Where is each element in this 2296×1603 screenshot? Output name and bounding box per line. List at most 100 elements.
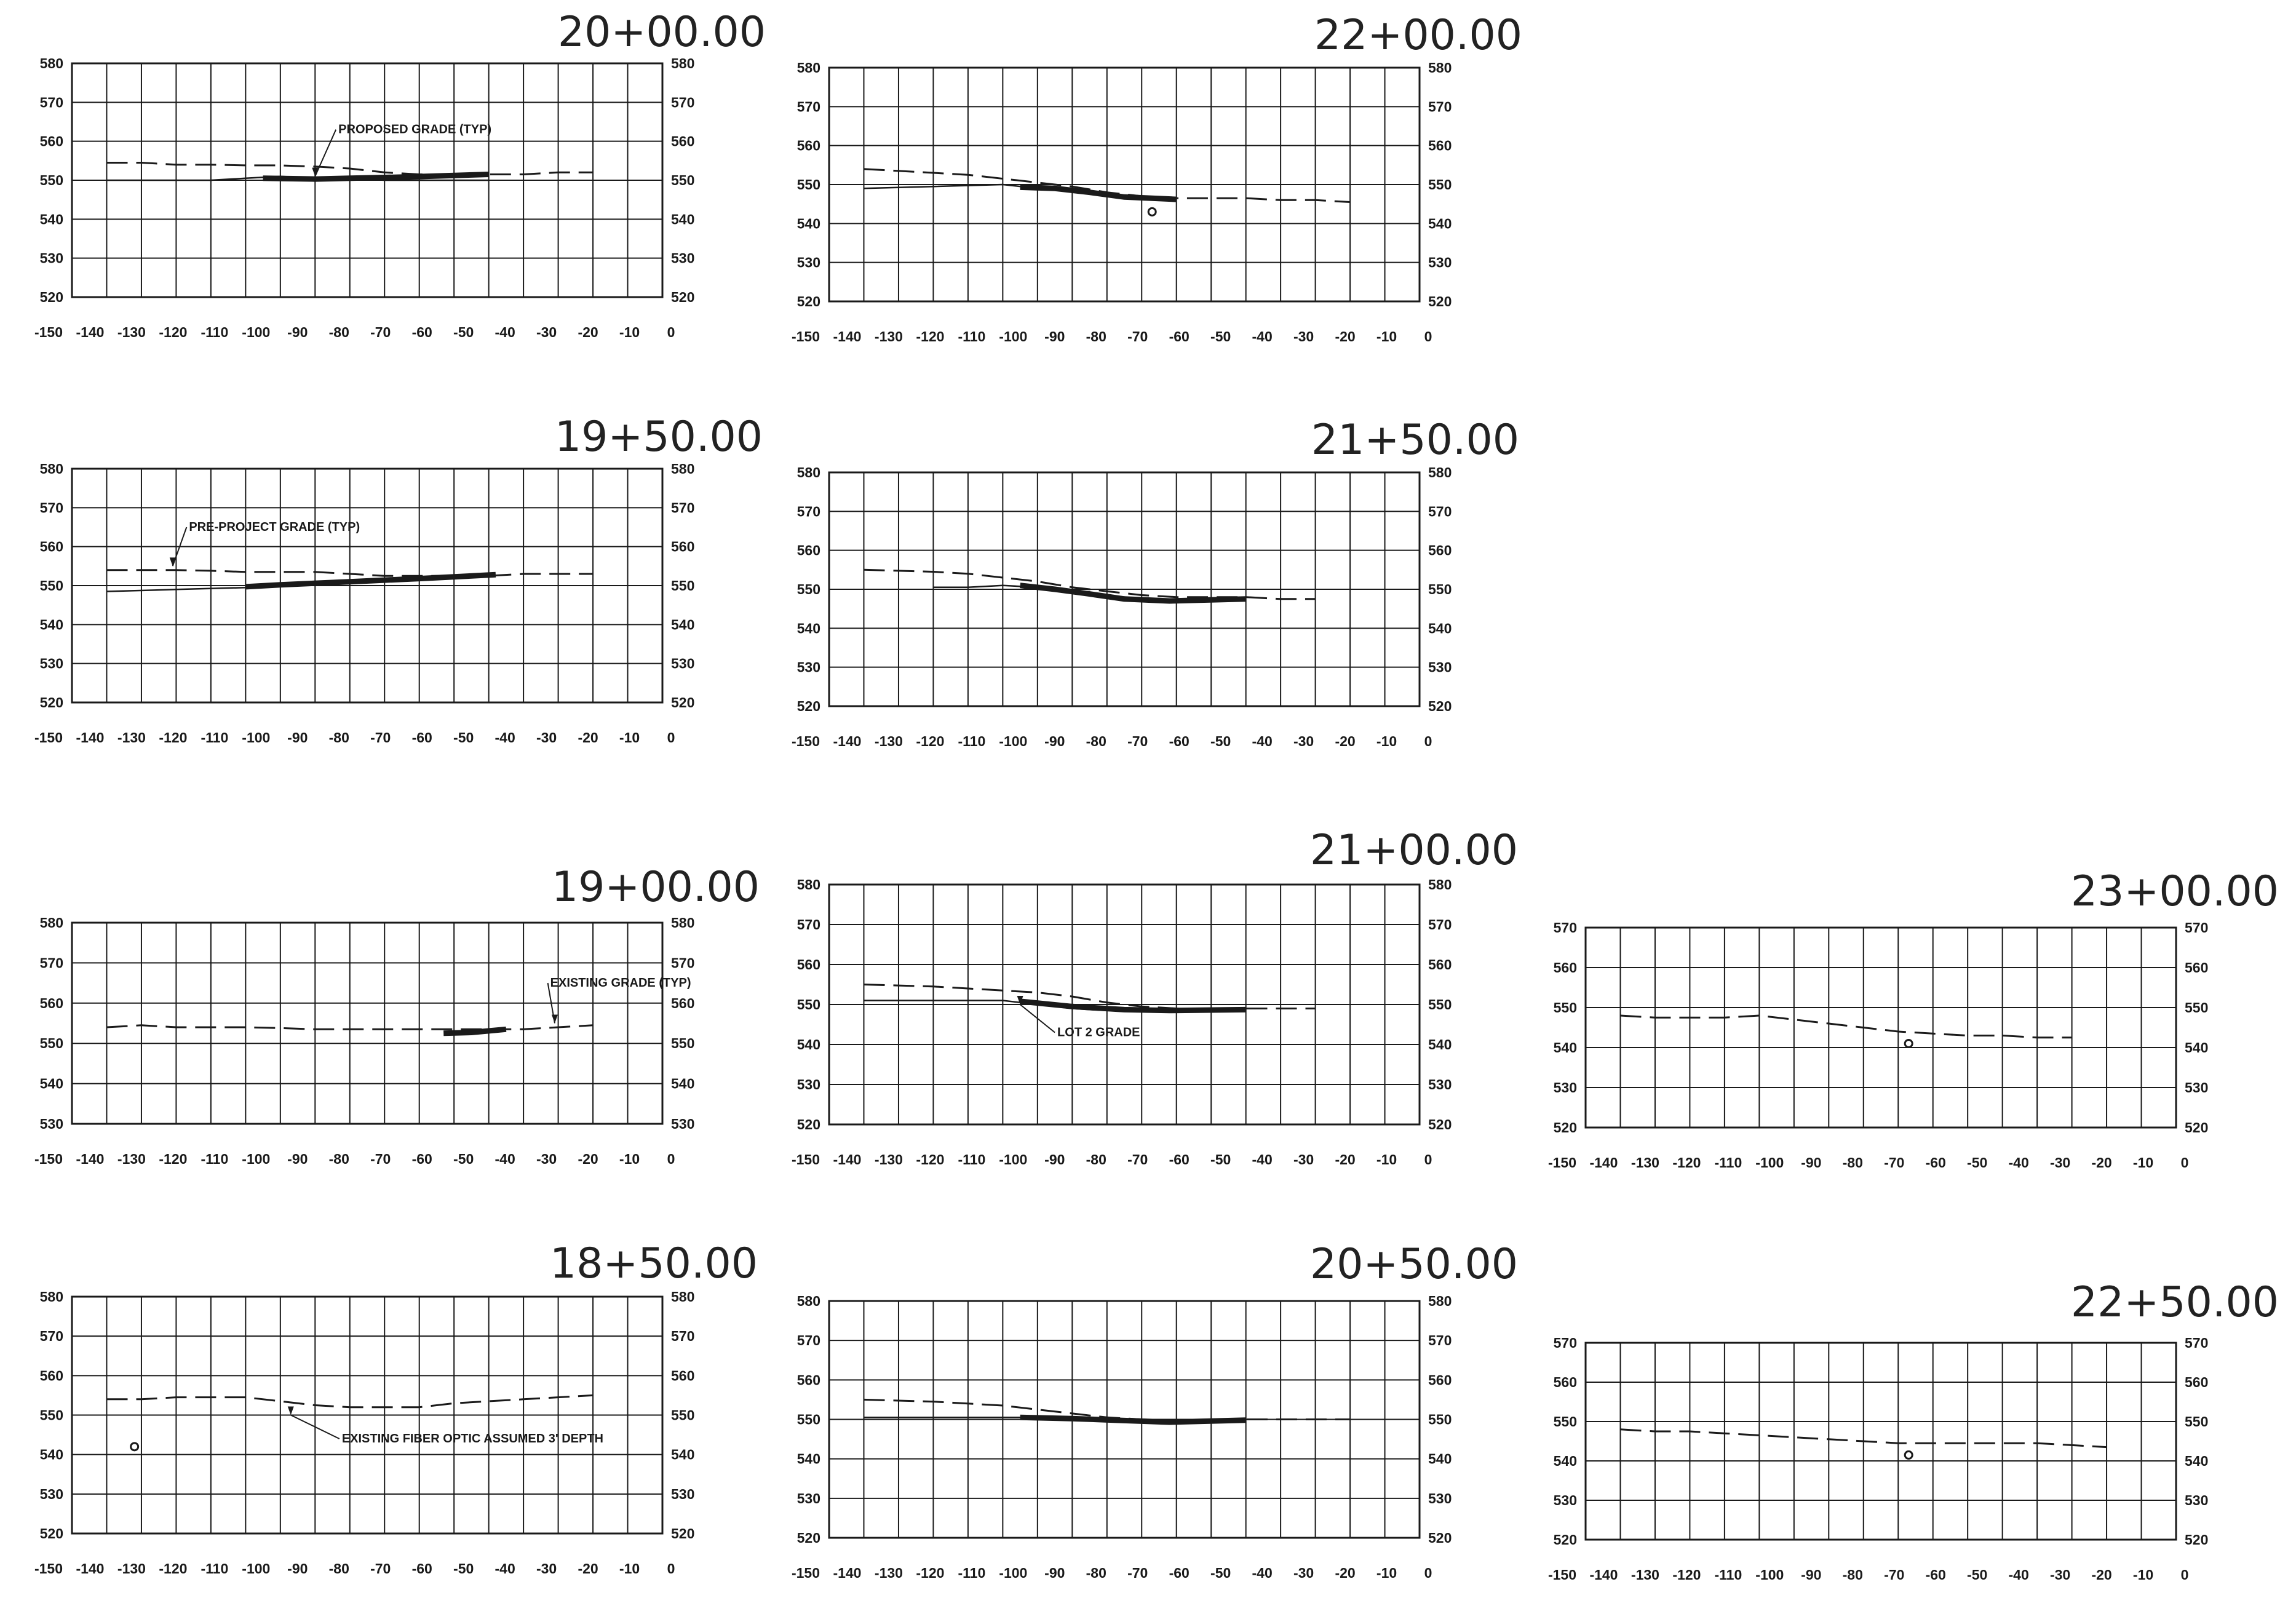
y-tick-label-left: 560 — [40, 539, 63, 555]
section-panel: 20+50.00 580 580 570 570 560 560 550 550 540 540 53… — [792, 1240, 1518, 1581]
leader-arrow — [287, 1406, 294, 1415]
x-tick-label: -110 — [958, 733, 985, 749]
y-tick-label-right: 520 — [1428, 1116, 1452, 1132]
y-tick-label-left: 540 — [40, 211, 63, 227]
x-tick-label: -80 — [1086, 1565, 1106, 1581]
y-tick-label-right: 570 — [1428, 503, 1452, 519]
x-tick-label: -90 — [287, 1561, 308, 1577]
x-tick-label: -30 — [2050, 1567, 2070, 1583]
leader-arrow — [551, 1014, 558, 1024]
section-panel: 22+50.00 570 570 560 560 550 550 540 540 530 530 52… — [1548, 1278, 2279, 1583]
y-tick-label-right: 580 — [1428, 60, 1452, 76]
x-tick-label: -150 — [34, 1151, 63, 1167]
y-tick-label-right: 550 — [1428, 1412, 1452, 1428]
x-tick-label: -10 — [619, 324, 640, 340]
station-title: 22+50.00 — [2071, 1278, 2279, 1327]
x-tick-label: -100 — [242, 1151, 270, 1167]
x-tick-label: -50 — [1210, 1152, 1231, 1167]
y-tick-label-right: 580 — [671, 55, 694, 71]
station-title: 20+00.00 — [558, 8, 766, 57]
leader-arrow — [312, 167, 319, 177]
y-tick-label-right: 570 — [671, 955, 694, 971]
x-tick-label: 0 — [667, 1561, 675, 1577]
x-tick-label: -10 — [619, 730, 640, 746]
x-tick-label: -70 — [1884, 1155, 1904, 1171]
x-tick-label: -150 — [1548, 1155, 1576, 1171]
x-tick-label: -130 — [117, 1561, 146, 1577]
x-tick-label: -130 — [117, 730, 146, 746]
y-tick-label-left: 520 — [1554, 1532, 1577, 1548]
x-tick-label: -40 — [1252, 1565, 1273, 1581]
station-title: 19+00.00 — [552, 863, 760, 912]
x-tick-label: -140 — [1589, 1567, 1618, 1583]
x-tick-label: -90 — [1801, 1155, 1821, 1171]
x-tick-label: -60 — [1926, 1567, 1946, 1583]
x-tick-label: -70 — [1127, 328, 1148, 344]
existing-grade-line — [1620, 1428, 2107, 1449]
y-tick-label-right: 540 — [2185, 1040, 2208, 1056]
y-tick-label-right: 580 — [671, 1289, 694, 1305]
y-tick-label-right: 580 — [671, 915, 694, 931]
x-tick-label: -70 — [1884, 1567, 1904, 1583]
x-tick-label: -100 — [242, 1561, 270, 1577]
y-tick-label-right: 580 — [1428, 1293, 1452, 1309]
y-tick-label-left: 520 — [797, 698, 820, 714]
y-tick-label-right: 560 — [2185, 960, 2208, 976]
y-tick-label-right: 520 — [1428, 698, 1452, 714]
y-tick-label-left: 560 — [40, 995, 63, 1011]
x-tick-label: -20 — [1335, 328, 1355, 344]
x-tick-label: -80 — [329, 730, 349, 746]
y-tick-label-left: 550 — [40, 1407, 63, 1423]
x-tick-label: -130 — [117, 324, 146, 340]
existing-grade-line — [1620, 1014, 2072, 1039]
y-tick-label-left: 580 — [797, 1293, 820, 1309]
y-tick-label-right: 560 — [1428, 1372, 1452, 1388]
y-tick-label-left: 540 — [40, 616, 63, 632]
x-tick-label: -20 — [578, 324, 598, 340]
x-tick-label: -100 — [242, 324, 270, 340]
y-tick-label-left: 530 — [40, 1116, 63, 1132]
y-tick-label-left: 530 — [797, 659, 820, 675]
x-tick-label: -60 — [1926, 1155, 1946, 1171]
y-tick-label-left: 540 — [1554, 1040, 1577, 1056]
x-tick-label: -10 — [1376, 1152, 1397, 1167]
x-tick-label: 0 — [2181, 1155, 2189, 1171]
x-tick-label: -150 — [792, 1565, 820, 1581]
y-tick-label-left: 580 — [40, 1289, 63, 1305]
y-tick-label-left: 520 — [797, 293, 820, 309]
y-tick-label-right: 570 — [2185, 920, 2208, 936]
x-tick-label: -150 — [34, 324, 63, 340]
y-tick-label-right: 550 — [2185, 1414, 2208, 1430]
y-tick-label-left: 560 — [797, 957, 820, 973]
x-tick-label: -30 — [2050, 1155, 2070, 1171]
y-tick-label-left: 560 — [797, 543, 820, 559]
x-tick-label: -20 — [2091, 1567, 2111, 1583]
x-tick-label: -40 — [495, 324, 515, 340]
x-tick-label: -70 — [370, 730, 391, 746]
y-tick-label-left: 570 — [40, 499, 63, 515]
station-title: 20+50.00 — [1310, 1240, 1518, 1289]
y-tick-label-right: 520 — [671, 694, 694, 710]
x-tick-label: 0 — [1424, 328, 1432, 344]
x-tick-label: -80 — [329, 324, 349, 340]
y-tick-label-right: 560 — [1428, 138, 1452, 154]
y-tick-label-left: 530 — [797, 255, 820, 271]
x-tick-label: -40 — [1252, 328, 1273, 344]
station-title: 19+50.00 — [555, 413, 763, 461]
x-tick-label: -10 — [1376, 328, 1397, 344]
y-tick-label-right: 550 — [1428, 581, 1452, 597]
utility-marker — [1147, 207, 1157, 217]
y-tick-label-left: 580 — [40, 55, 63, 71]
y-tick-label-right: 580 — [671, 461, 694, 477]
x-tick-label: -50 — [1967, 1155, 1987, 1171]
y-tick-label-right: 570 — [1428, 1332, 1452, 1348]
y-tick-label-left: 570 — [797, 1332, 820, 1348]
y-tick-label-right: 540 — [1428, 1036, 1452, 1052]
x-tick-label: 0 — [667, 730, 675, 746]
x-tick-label: -90 — [287, 1151, 308, 1167]
x-tick-label: -60 — [1169, 1152, 1190, 1167]
y-tick-label-left: 570 — [797, 917, 820, 933]
proposed-grade-line — [1020, 998, 1246, 1014]
y-tick-label-right: 540 — [1428, 215, 1452, 231]
y-tick-label-left: 550 — [40, 578, 63, 594]
